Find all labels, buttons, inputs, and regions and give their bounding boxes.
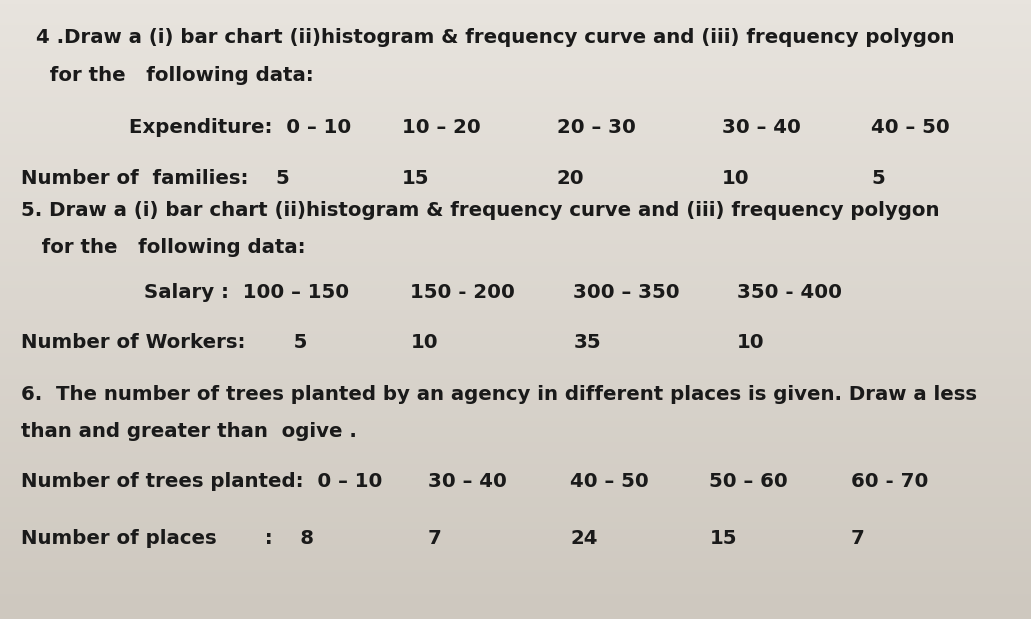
Text: Salary :  100 – 150: Salary : 100 – 150 [144,283,350,302]
Text: than and greater than  ogive .: than and greater than ogive . [21,422,357,441]
Text: 10 – 20: 10 – 20 [402,118,480,137]
Text: 15: 15 [402,169,430,188]
Text: 6.  The number of trees planted by an agency in different places is given. Draw : 6. The number of trees planted by an age… [21,385,976,404]
Text: Expenditure:  0 – 10: Expenditure: 0 – 10 [129,118,352,137]
Text: 35: 35 [573,333,601,352]
Text: Number of places       :    8: Number of places : 8 [21,529,313,548]
Text: 5. Draw a (i) bar chart (ii)histogram & frequency curve and (iii) frequency poly: 5. Draw a (i) bar chart (ii)histogram & … [21,201,939,220]
Text: 30 – 40: 30 – 40 [722,118,801,137]
Text: 5: 5 [871,169,885,188]
Text: 60 - 70: 60 - 70 [851,472,928,491]
Text: 10: 10 [410,333,438,352]
Text: 20: 20 [557,169,585,188]
Text: 10: 10 [722,169,750,188]
Text: 50 – 60: 50 – 60 [709,472,788,491]
Text: 4 .Draw a (i) bar chart (ii)histogram & frequency curve and (iii) frequency poly: 4 .Draw a (i) bar chart (ii)histogram & … [36,28,955,47]
Text: 15: 15 [709,529,737,548]
Text: 350 - 400: 350 - 400 [737,283,842,302]
Text: 10: 10 [737,333,765,352]
Text: 7: 7 [428,529,441,548]
Text: 7: 7 [851,529,864,548]
Text: 150 - 200: 150 - 200 [410,283,516,302]
Text: Number of trees planted:  0 – 10: Number of trees planted: 0 – 10 [21,472,383,491]
Text: Number of  families:    5: Number of families: 5 [21,169,290,188]
Text: 300 – 350: 300 – 350 [573,283,679,302]
Text: for the   following data:: for the following data: [36,66,313,85]
Text: 20 – 30: 20 – 30 [557,118,636,137]
Text: 40 – 50: 40 – 50 [871,118,950,137]
Text: 24: 24 [570,529,598,548]
Text: for the   following data:: for the following data: [21,238,305,258]
Text: 40 – 50: 40 – 50 [570,472,648,491]
Text: Number of Workers:       5: Number of Workers: 5 [21,333,307,352]
Text: 30 – 40: 30 – 40 [428,472,507,491]
